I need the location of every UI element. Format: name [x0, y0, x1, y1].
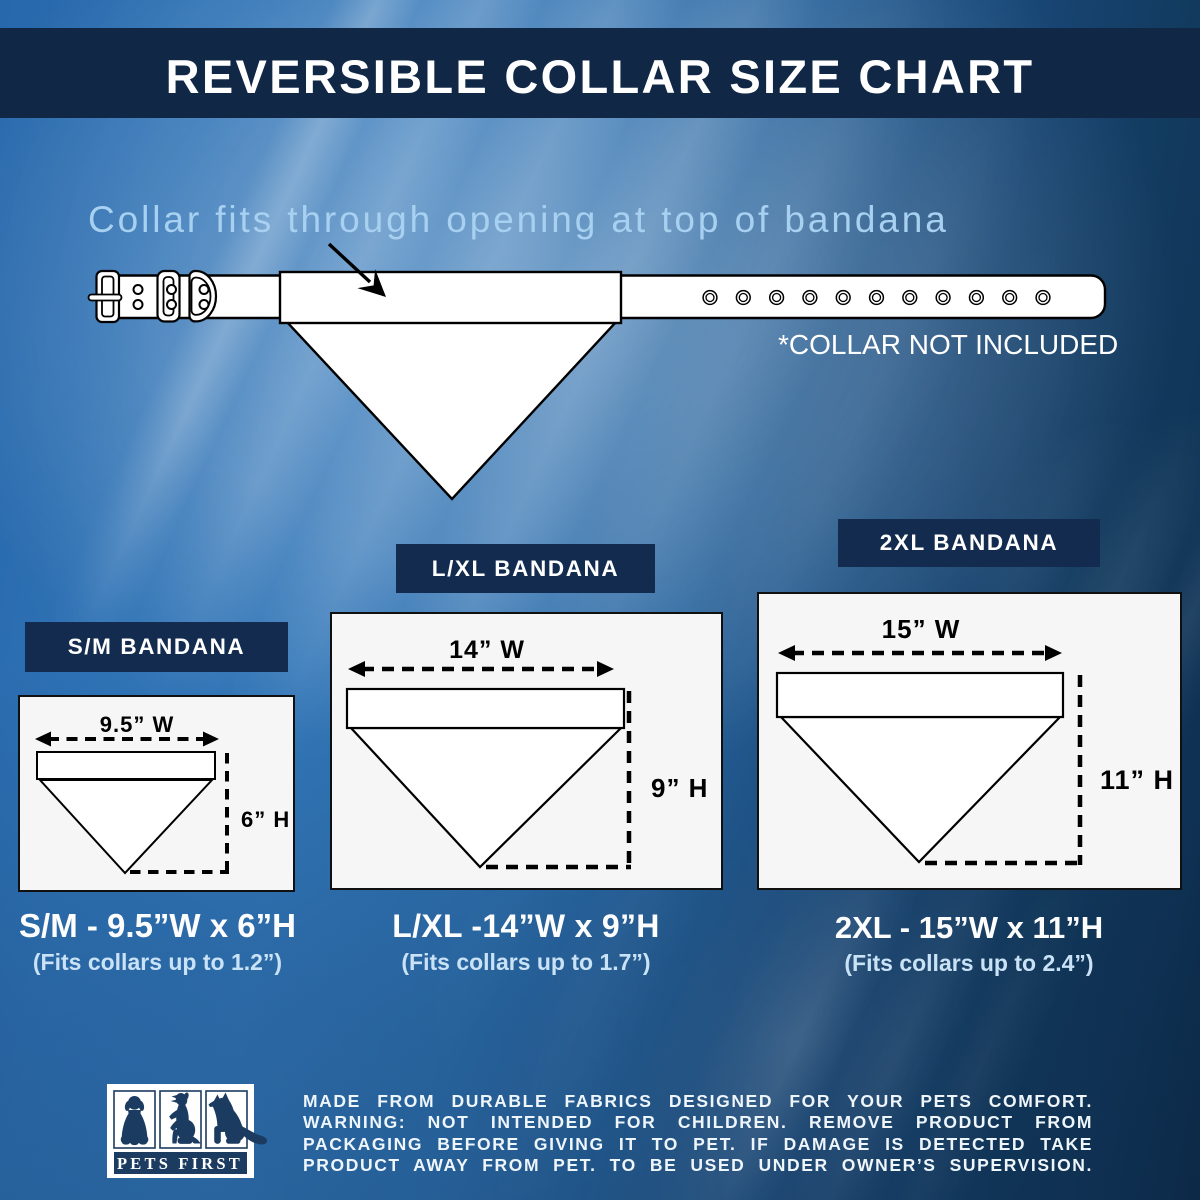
svg-text:15” W: 15” W [882, 614, 961, 644]
svg-text:PETS FIRST: PETS FIRST [117, 1154, 243, 1173]
svg-text:9.5” W: 9.5” W [100, 712, 174, 737]
svg-text:6” H: 6” H [241, 807, 290, 832]
svg-text:11” H: 11” H [1100, 765, 1174, 795]
svg-text:14” W: 14” W [449, 636, 525, 664]
svg-text:9” H: 9” H [651, 773, 708, 803]
